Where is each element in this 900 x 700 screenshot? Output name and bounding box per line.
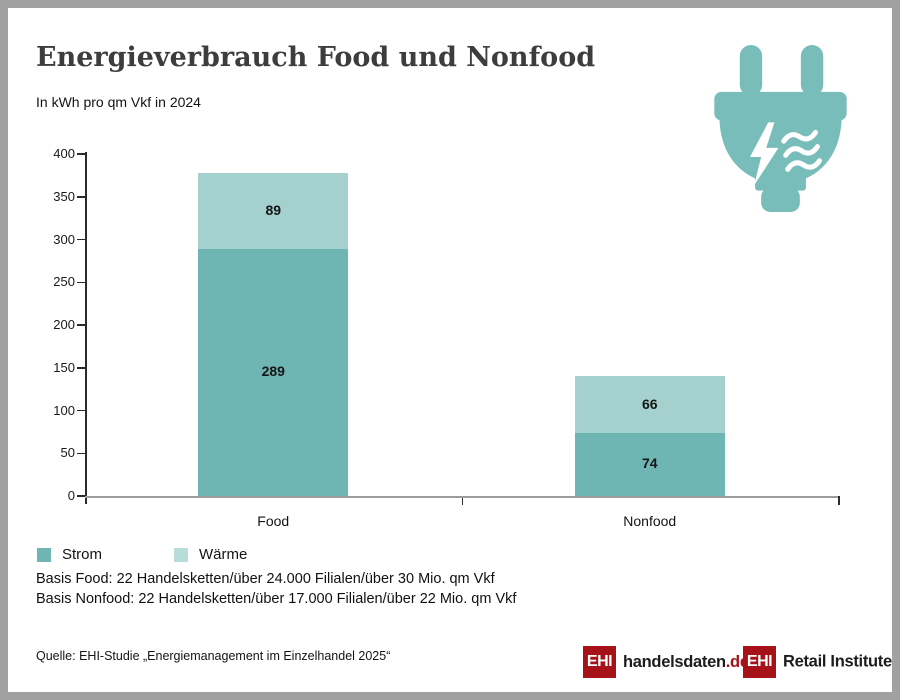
x-axis-category-label: Nonfood <box>623 513 677 529</box>
basis-notes: Basis Food: 22 Handelsketten/über 24.000… <box>36 570 516 609</box>
legend-item-strom: Strom <box>37 546 102 563</box>
plug-shoulder <box>714 91 847 121</box>
bar-segment-strom-nonfood <box>574 432 725 496</box>
bar-segment-wärme-food <box>198 172 349 249</box>
y-axis-tick-label: 100 <box>53 402 75 418</box>
x-axis-category-label: Food <box>257 513 290 529</box>
basis-nonfood-note: Basis Nonfood: 22 Handelsketten/über 17.… <box>36 590 517 607</box>
bar-segment-strom-food <box>198 248 349 496</box>
bar-value-label: 66 <box>641 395 658 412</box>
y-axis-tick-label: 50 <box>60 445 75 461</box>
power-plug-energy-icon <box>714 45 847 212</box>
plug-prong-right <box>800 45 824 96</box>
y-axis-tick <box>77 452 85 454</box>
bar-value-label: 289 <box>261 363 285 380</box>
lightning-bolt-icon <box>749 122 779 186</box>
y-axis-tick-label: 350 <box>53 188 75 204</box>
y-axis-tick-label: 0 <box>67 488 75 503</box>
handelsdaten-logo-text: handelsdaten.de <box>623 652 749 671</box>
x-axis-tick <box>461 496 463 505</box>
y-axis-tick <box>77 495 85 497</box>
legend-swatch-waerme <box>174 547 189 562</box>
x-axis-tick <box>838 496 840 505</box>
chart-subtitle: In kWh pro qm Vkf in 2024 <box>36 94 201 110</box>
plug-stem <box>761 187 800 212</box>
basis-food-note: Basis Food: 22 Handelsketten/über 24.000… <box>36 571 495 587</box>
plug-prong-left <box>739 45 763 96</box>
legend-label-strom: Strom <box>62 546 103 563</box>
y-axis-tick-label: 200 <box>53 317 75 332</box>
y-axis-tick <box>77 409 85 412</box>
bar-segment-wärme-nonfood <box>574 376 725 433</box>
bar-value-label: 74 <box>641 455 658 472</box>
y-axis-line <box>85 152 87 504</box>
y-axis-tick-label: 400 <box>53 146 75 161</box>
source-line: Quelle: EHI-Studie „Energiemanagement im… <box>36 649 391 663</box>
retail-institute-logo-text: Retail Institute® <box>783 652 899 671</box>
chart-legend: Strom Wärme <box>37 546 309 563</box>
legend-swatch-strom <box>37 547 51 562</box>
y-axis-tick <box>77 367 85 369</box>
y-axis-tick <box>77 324 85 326</box>
chart-title: Energieverbrauch Food und Nonfood <box>36 42 596 73</box>
legend-label-waerme: Wärme <box>199 546 248 563</box>
plug-body <box>719 116 842 179</box>
ehi-badge-icon: EHI <box>583 646 616 678</box>
bar-value-label: 89 <box>265 201 282 218</box>
registered-trademark-icon: ® <box>891 652 899 663</box>
heat-waves-icon <box>781 129 822 172</box>
ehi-badge-icon: EHI <box>743 646 776 678</box>
y-axis-tick-label: 250 <box>53 274 75 290</box>
y-axis-tick <box>77 238 85 241</box>
y-axis-tick-label: 150 <box>53 359 75 375</box>
y-axis-tick <box>77 281 85 283</box>
x-axis-baseline <box>85 496 838 498</box>
y-axis-tick-label: 300 <box>53 231 75 247</box>
plug-step <box>755 175 806 191</box>
y-axis-tick <box>77 153 85 155</box>
y-axis-tick <box>77 196 85 198</box>
handelsdaten-logo: EHI handelsdaten.de <box>583 645 749 679</box>
retail-institute-logo: EHI Retail Institute® <box>743 645 899 679</box>
legend-item-waerme: Wärme <box>174 546 247 563</box>
